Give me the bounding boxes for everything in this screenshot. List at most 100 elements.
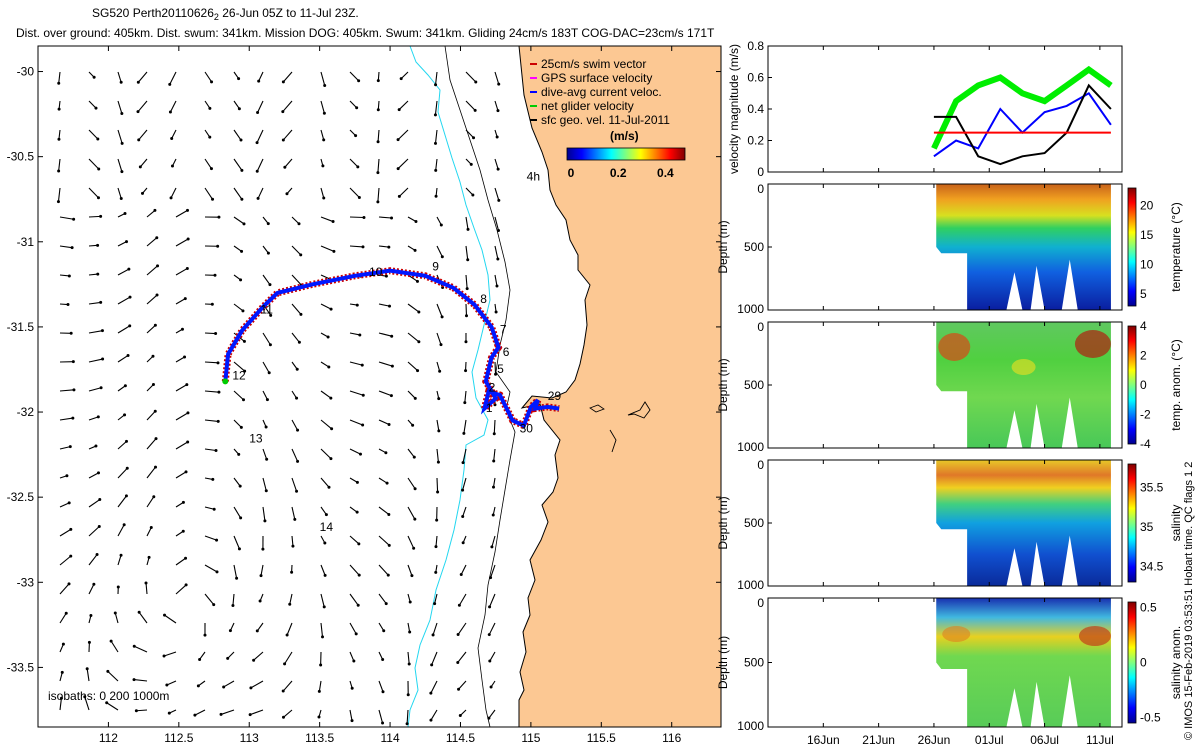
track-label: 2 <box>489 381 496 395</box>
heatmap-field <box>936 460 1111 586</box>
map-ytick-label: -32 <box>17 405 35 419</box>
colorbar-tick: 0.5 <box>1140 601 1157 615</box>
time-tick-label: 21Jun <box>862 733 895 747</box>
colorbar-tick: 0 <box>568 166 575 180</box>
time-tick-label: 26Jun <box>918 733 951 747</box>
map-ytick-label: -32.5 <box>7 490 35 504</box>
map-xtick-label: 114.5 <box>446 731 475 745</box>
colorbar-label: salinity anom. <box>1169 626 1183 699</box>
depth-tick: 1000 <box>737 440 764 454</box>
heatmap-colorbar <box>1128 326 1136 444</box>
colorbar-tick: 4 <box>1140 319 1147 333</box>
track-label: 8 <box>480 292 487 306</box>
isobaths-label: isobaths: 0 200 1000m <box>48 689 169 703</box>
colorbar-tick: -2 <box>1140 408 1151 422</box>
depth-tick: 500 <box>744 378 764 392</box>
legend-label: sfc geo. vel. 11-Jul-2011 <box>541 113 670 127</box>
depth-tick: 0 <box>757 182 764 196</box>
legend-label: 25cm/s swim vector <box>541 57 646 71</box>
colorbar-tick: 0.2 <box>610 166 627 180</box>
depth-tick: 1000 <box>737 578 764 592</box>
track-label: 4h <box>527 169 540 183</box>
colorbar-tick: 34.5 <box>1140 559 1164 573</box>
colorbar-tick: 0 <box>1140 378 1147 392</box>
depth-tick: 0 <box>757 320 764 334</box>
colorbar-title: (m/s) <box>610 129 639 143</box>
panel-frame <box>768 46 1122 172</box>
time-tick-label: 11Jul <box>1086 733 1114 747</box>
map-ytick-label: -30 <box>17 65 35 79</box>
track-label: 1 <box>486 401 493 415</box>
depth-tick: 500 <box>744 656 764 670</box>
depth-ylabel: Depth (m) <box>716 496 730 549</box>
velocity-series-line <box>934 70 1111 149</box>
colorbar-tick: 20 <box>1140 199 1154 213</box>
depth-ylabel: Depth (m) <box>716 358 730 411</box>
velocity-ylabel: velocity magnitude (m/s) <box>727 44 741 174</box>
title-line-2: Dist. over ground: 405km. Dist. swum: 34… <box>16 26 715 40</box>
velocity-ytick: 0.8 <box>747 39 764 53</box>
track-label: 7 <box>500 323 507 337</box>
heatmap-colorbar <box>1128 464 1136 582</box>
colorbar-tick: 0 <box>1140 656 1147 670</box>
map-xtick-label: 114 <box>380 731 399 745</box>
track-label: 13 <box>249 432 263 446</box>
track-label: 30 <box>520 421 534 435</box>
depth-tick: 0 <box>757 458 764 472</box>
depth-tick: 500 <box>744 516 764 530</box>
colorbar-tick: 35.5 <box>1140 481 1164 495</box>
track-label: 14 <box>320 520 334 534</box>
map-xtick-label: 116 <box>662 731 681 745</box>
heatmap-colorbar <box>1128 188 1136 306</box>
colorbar-tick: -4 <box>1140 437 1151 451</box>
colorbar-tick: 2 <box>1140 349 1147 363</box>
map-xtick-label: 113.5 <box>305 731 334 745</box>
track-label: 9 <box>432 260 439 274</box>
velocity-ytick: 0 <box>757 165 764 179</box>
heatmap-field <box>936 184 1111 310</box>
time-tick-label: 16Jun <box>807 733 840 747</box>
map-xtick-label: 115.5 <box>587 731 616 745</box>
map-ytick-label: -31.5 <box>7 320 35 334</box>
map-xtick-label: 113 <box>240 731 259 745</box>
track-label: 29 <box>548 389 562 403</box>
map-ytick-label: -33.5 <box>7 660 35 674</box>
colorbar-label: temp. anom. (°C) <box>1169 339 1183 431</box>
depth-tick: 0 <box>757 596 764 610</box>
track-label: 5 <box>497 362 504 376</box>
colorbar-tick: -0.5 <box>1140 711 1161 725</box>
legend-label: net glider velocity <box>541 99 634 113</box>
track-label: 10 <box>369 265 383 279</box>
time-tick-label: 06Jul <box>1030 733 1059 747</box>
map-ytick-label: -31 <box>17 235 35 249</box>
map-ytick-label: -30.5 <box>7 150 35 164</box>
track-label: 12 <box>232 369 246 383</box>
map-xtick-label: 115 <box>521 731 540 745</box>
heatmap-field <box>936 598 1111 727</box>
map-xtick-label: 112 <box>99 731 118 745</box>
colorbar-label: temperature (°C) <box>1169 202 1183 292</box>
legend-label: GPS surface velocity <box>541 71 652 85</box>
heatmap-colorbar <box>1128 602 1136 723</box>
colorbar-tick: 10 <box>1140 258 1154 272</box>
depth-ylabel: Depth (m) <box>716 636 730 689</box>
colorbar-tick: 35 <box>1140 520 1154 534</box>
map-ytick-label: -33 <box>17 575 35 589</box>
colorbar-tick: 5 <box>1140 287 1147 301</box>
velocity-ytick: 0.4 <box>747 102 764 116</box>
time-tick-label: 01Jul <box>975 733 1004 747</box>
map-xtick-label: 112.5 <box>164 731 193 745</box>
velocity-ytick: 0.6 <box>747 71 764 85</box>
track-label: 6 <box>503 345 510 359</box>
track-label: 11 <box>261 302 274 316</box>
colorbar-label: salinity <box>1169 505 1183 542</box>
depth-tick: 500 <box>744 240 764 254</box>
title-line-1: SG520 Perth201106262 26-Jun 05Z to 11-Ju… <box>92 6 359 22</box>
depth-tick: 1000 <box>737 719 764 733</box>
track-start-marker <box>222 378 228 384</box>
colorbar-tick: 0.4 <box>657 166 674 180</box>
velocity-ytick: 0.2 <box>747 134 764 148</box>
